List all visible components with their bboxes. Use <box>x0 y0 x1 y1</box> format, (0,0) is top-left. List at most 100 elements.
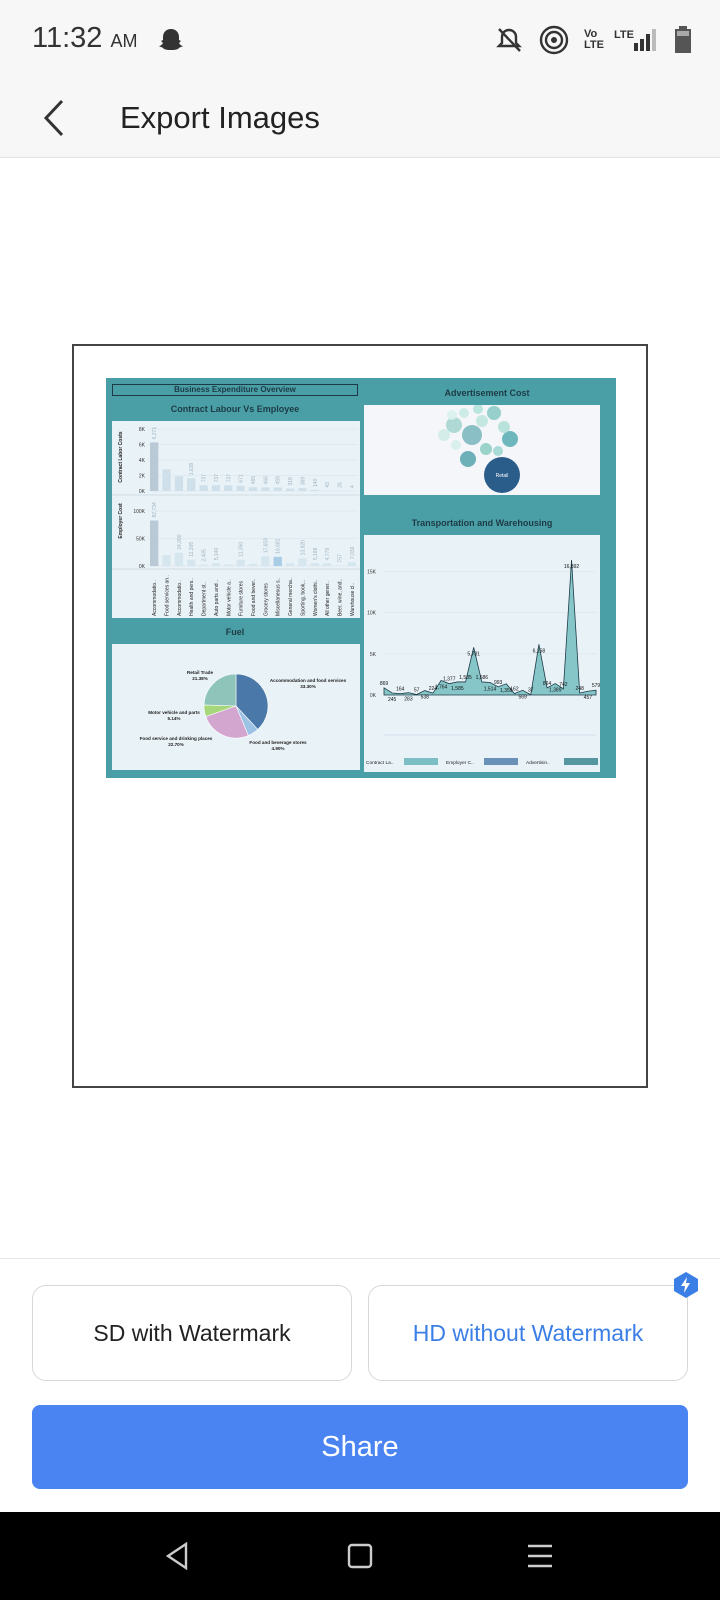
app-bar: Export Images <box>0 80 720 158</box>
transport-point-label: 1,389 <box>549 688 562 694</box>
transport-point-label: 1,585 <box>451 686 464 692</box>
contract-bar-label: 26 <box>337 482 343 488</box>
y1-tick: 0K <box>139 489 146 495</box>
category-label: General mercha.. <box>288 577 294 616</box>
legend-label: Advertisin.. <box>526 760 550 766</box>
pie-slice-pct: 4.90% <box>271 746 284 751</box>
ad-bubble <box>476 415 488 427</box>
ad-bubble <box>473 404 483 414</box>
y1-tick: 8K <box>139 427 146 433</box>
employer-bar <box>187 559 196 566</box>
nav-home-icon[interactable] <box>338 1534 382 1578</box>
hotspot-icon <box>539 25 569 55</box>
category-label: Warehouse cl.. <box>350 583 356 616</box>
contract-bar <box>150 442 159 491</box>
transport-panel-title: Transportation and Warehousing <box>411 518 553 528</box>
employer-bar-label: 5,188 <box>313 547 319 560</box>
employer-bar-label: 82,734 <box>152 502 158 518</box>
employer-bar <box>261 556 270 566</box>
contract-bar-label: 369 <box>300 477 306 486</box>
contract-bar <box>248 487 258 491</box>
back-button[interactable] <box>34 92 74 144</box>
share-button[interactable]: Share <box>32 1405 688 1489</box>
legend-swatch <box>564 758 598 765</box>
transport-point-label: 569 <box>518 694 527 700</box>
contract-bar-label: 1,638 <box>189 463 195 476</box>
volte-label: Vo LTE <box>584 28 604 51</box>
pie-slice-pct: 33.30% <box>300 684 316 689</box>
transport-point-label: 162 <box>510 687 519 693</box>
contract-bar <box>174 476 184 491</box>
transport-point-label: 742 <box>559 682 568 688</box>
contract-bar <box>199 485 208 491</box>
ad-panel-title: Advertisement Cost <box>444 388 530 398</box>
dashboard-title: Business Expenditure Overview <box>112 384 358 396</box>
pie-slice <box>235 673 269 730</box>
ad-bubble-chart: Retail <box>438 404 520 493</box>
contract-bar-label: 43 <box>325 482 331 488</box>
contract-bar <box>187 478 196 491</box>
lightning-badge-icon <box>674 1272 698 1298</box>
contract-chart: Contract Labor Costs Employer Cost 8K 6K 4K 2… <box>112 427 360 616</box>
category-label: Miscellaneous s.. <box>276 578 282 616</box>
category-label: Department st.. <box>202 582 208 616</box>
legend-swatch <box>484 758 518 765</box>
y2-tick: 0K <box>139 564 146 570</box>
contract-panel: Contract Labor Costs Employer Cost 8K 6K 4K 2… <box>112 421 360 618</box>
nav-menu-icon[interactable] <box>518 1534 562 1578</box>
transport-point-label: 6,158 <box>533 648 546 654</box>
employer-bar-label: 17,659 <box>263 538 269 554</box>
transport-point-label: 1,764 <box>435 684 448 690</box>
y1-axis-label: Contract Labor Costs <box>118 431 124 482</box>
employer-bar-label: 7,036 <box>350 546 356 559</box>
category-label: Beer, wine, and.. <box>337 579 343 616</box>
employer-bar <box>273 556 282 566</box>
mute-bell-icon <box>496 28 522 52</box>
fuel-panel-title: Fuel <box>225 627 245 637</box>
contract-bar <box>162 469 171 491</box>
legend-label: Contract La.. <box>366 760 393 766</box>
preview-area: Business Expenditure Overview Contract L… <box>0 158 720 1258</box>
y-tick: 0K <box>370 693 377 699</box>
employer-bar <box>310 563 319 566</box>
ad-bubble <box>493 446 503 456</box>
transport-point-label: 248 <box>576 686 585 692</box>
category-label: Furniture stores <box>239 580 245 616</box>
employer-bar-label: 4,779 <box>325 548 331 561</box>
y-tick: 15K <box>367 569 377 575</box>
share-label: Share <box>321 1430 399 1463</box>
ad-bubble <box>487 406 501 420</box>
transport-point-label: 1,586 <box>476 675 489 681</box>
contract-bar-label: 737 <box>202 474 208 483</box>
contract-bar-label: 737 <box>226 474 232 483</box>
employer-bar <box>322 563 332 566</box>
transport-point-label: 5,781 <box>467 651 480 657</box>
dashboard-image: Business Expenditure Overview Contract L… <box>106 378 616 778</box>
battery-icon <box>675 26 691 53</box>
transport-point-label: 864 <box>543 681 552 687</box>
chevron-left-icon <box>43 99 64 137</box>
transport-point-label: 1,585 <box>459 675 472 681</box>
transport-point-label: 1,359 <box>500 688 513 694</box>
employer-bar <box>174 552 184 566</box>
pie-slice-label: Motor vehicle and parts <box>148 710 200 715</box>
hd-no-watermark-option[interactable]: HD without Watermark <box>368 1285 688 1381</box>
transport-area <box>383 559 597 696</box>
pie-slice-pct: 5.14% <box>167 716 180 721</box>
pie-slice-pct: 21.38% <box>192 676 208 681</box>
category-label: Grocery stores <box>263 583 269 616</box>
employer-bar-label: 2,405 <box>202 549 208 562</box>
transport-point-label: 224 <box>429 686 438 692</box>
hd-option-label: HD without Watermark <box>412 1319 644 1346</box>
nav-back-icon[interactable] <box>156 1534 200 1578</box>
y2-axis-label: Employer Cost <box>118 503 124 539</box>
pie-slice-label: Accommodation and food services <box>270 678 347 683</box>
transport-point-label: 538 <box>421 695 430 701</box>
contract-bar-label: 466 <box>263 476 269 485</box>
contract-bar-label: 671 <box>239 474 245 483</box>
sd-watermark-option[interactable]: SD with Watermark <box>32 1285 352 1381</box>
page-title: Export Images <box>120 100 320 135</box>
transport-point-label: 1,514 <box>484 687 497 693</box>
pie-slice-label: Food and beverage stores <box>249 740 307 745</box>
